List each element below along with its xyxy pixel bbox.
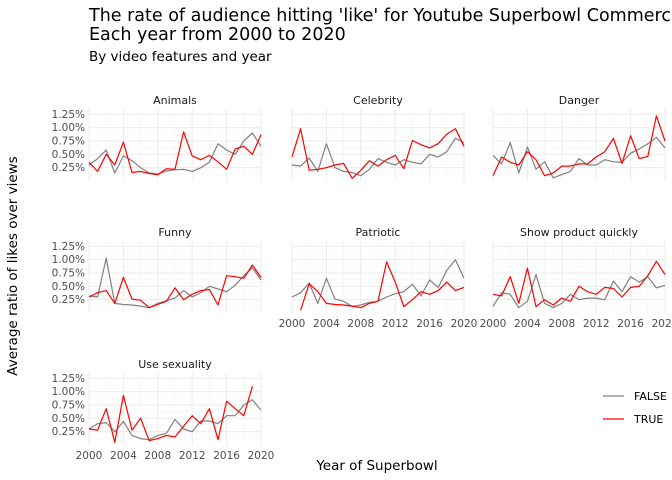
facet-strip-label: Celebrity bbox=[353, 94, 403, 107]
facet-funny: Funny 0.25%0.50%0.75% 1.00%1.25% bbox=[52, 226, 262, 313]
x-tick-label: 2008 bbox=[548, 318, 575, 330]
legend: FALSE TRUE bbox=[603, 390, 667, 426]
x-tick-label: 2012 bbox=[382, 318, 409, 330]
y-tick-label: 0.50% bbox=[52, 149, 85, 161]
series-line-true bbox=[300, 261, 465, 311]
x-tick-label: 2012 bbox=[583, 318, 610, 330]
series-line-false bbox=[291, 137, 465, 177]
y-tick-label: 1.25% bbox=[52, 109, 85, 121]
y-tick-label: 1.00% bbox=[52, 386, 85, 398]
facet-use-sexuality: Use sexuality 0.25%0.50%0.75% 1.00%1.25% 20… bbox=[52, 358, 275, 462]
x-tick-label: 2000 bbox=[279, 318, 306, 330]
series-line-false bbox=[492, 274, 666, 309]
y-tick-label: 0.50% bbox=[52, 281, 85, 293]
x-axis-title: Year of Superbowl bbox=[315, 458, 437, 474]
facet-danger: Danger bbox=[492, 94, 666, 181]
y-tick-label: 0.75% bbox=[52, 268, 85, 280]
facet-strip-label: Animals bbox=[153, 94, 197, 107]
facet-strip-label: Funny bbox=[158, 226, 192, 239]
x-tick-label: 2020 bbox=[652, 318, 672, 330]
x-tick-label: 2020 bbox=[451, 318, 478, 330]
facet-strip-label: Use sexuality bbox=[138, 358, 212, 371]
y-tick-label: 0.75% bbox=[52, 400, 85, 412]
y-tick-label: 1.25% bbox=[52, 241, 85, 253]
y-tick-label: 0.25% bbox=[52, 162, 85, 174]
facet-show-product-quickly: Show product quickly 2000 2004 2008 2012 2016… bbox=[480, 226, 672, 330]
series-line-true bbox=[88, 131, 262, 176]
chart-title-line2: Each year from 2000 to 2020 bbox=[89, 25, 346, 45]
legend-label-false: FALSE bbox=[634, 390, 667, 403]
x-tick-label: 2008 bbox=[144, 450, 171, 462]
x-tick-label: 2012 bbox=[179, 450, 206, 462]
chart-title: The rate of audience hitting 'like' for … bbox=[88, 6, 672, 26]
x-tick-label: 2004 bbox=[514, 318, 541, 330]
facet-strip-label: Danger bbox=[559, 94, 600, 107]
y-tick-label: 1.00% bbox=[52, 254, 85, 266]
facet-strip-label: Show product quickly bbox=[520, 226, 638, 239]
x-tick-label: 2020 bbox=[248, 450, 275, 462]
y-tick-label: 0.75% bbox=[52, 136, 85, 148]
x-tick-label: 2000 bbox=[76, 450, 103, 462]
series-line-true bbox=[88, 386, 253, 443]
x-tick-label: 2016 bbox=[416, 318, 443, 330]
facet-animals: Animals 0.25%0.50%0.75% 1.00%1.25% bbox=[52, 94, 262, 181]
x-tick-label: 2004 bbox=[110, 450, 137, 462]
x-tick-label: 2016 bbox=[617, 318, 644, 330]
y-axis-title: Average ratio of likes over views bbox=[5, 156, 21, 375]
y-tick-label: 0.25% bbox=[52, 426, 85, 438]
series-line-true bbox=[492, 260, 666, 308]
legend-label-true: TRUE bbox=[633, 413, 663, 426]
chart-subtitle: By video features and year bbox=[89, 49, 272, 65]
facet-celebrity: Celebrity bbox=[291, 94, 465, 181]
series-line-true bbox=[291, 128, 465, 179]
series-line-true bbox=[492, 115, 666, 177]
series-line-true bbox=[88, 264, 262, 309]
x-tick-label: 2008 bbox=[347, 318, 374, 330]
x-tick-label: 2016 bbox=[213, 450, 240, 462]
x-tick-label: 2004 bbox=[313, 318, 340, 330]
facet-patriotic: Patriotic 2000 2004 2008 2012 2016 2020 bbox=[279, 226, 478, 330]
series-line-false bbox=[88, 257, 262, 309]
facet-panels: Animals0.25%0.50%0.75%1.00%1.25%Celebrit… bbox=[52, 94, 672, 462]
x-tick-label: 2000 bbox=[480, 318, 507, 330]
y-tick-label: 0.50% bbox=[52, 413, 85, 425]
y-tick-label: 1.25% bbox=[52, 373, 85, 385]
y-tick-label: 0.25% bbox=[52, 294, 85, 306]
y-tick-label: 1.00% bbox=[52, 122, 85, 134]
facet-strip-label: Patriotic bbox=[356, 226, 401, 239]
